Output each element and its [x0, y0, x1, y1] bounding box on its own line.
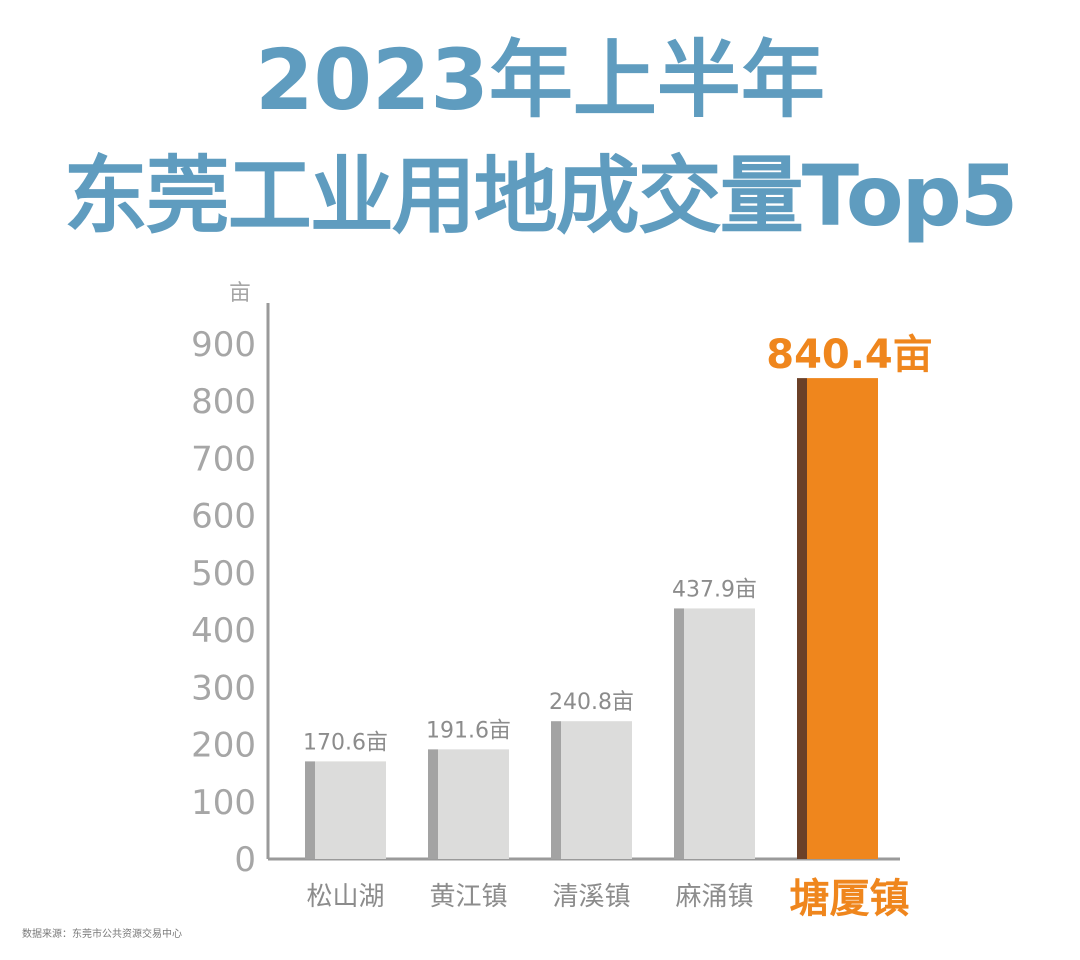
data-source-note: 数据来源：东莞市公共资源交易中心 [22, 929, 182, 940]
bar-value-label: 840.4亩 [766, 332, 933, 378]
bar-value-label: 170.6亩 [303, 730, 388, 755]
bar-edge [551, 721, 561, 859]
bar [807, 378, 878, 859]
bar-value-label: 240.8亩 [549, 690, 634, 715]
y-tick-label: 300 [191, 668, 256, 708]
bar [561, 721, 632, 859]
bar-value-label: 437.9亩 [672, 577, 757, 602]
y-tick-label: 800 [191, 382, 256, 422]
y-tick-label: 700 [191, 439, 256, 479]
bar [315, 761, 386, 859]
chart-title-line1: 2023年上半年 [255, 31, 825, 129]
y-axis-unit-label: 亩 [229, 281, 251, 306]
bar-value-label: 191.6亩 [426, 718, 511, 743]
y-tick-label: 600 [191, 497, 256, 537]
x-category-label: 麻涌镇 [675, 882, 753, 912]
y-tick-label: 500 [191, 554, 256, 594]
bar-edge [797, 378, 807, 859]
y-tick-label: 100 [191, 783, 256, 823]
bar-edge [305, 761, 315, 859]
y-tick-label: 0 [234, 840, 256, 880]
bar [684, 608, 755, 859]
x-category-label: 松山湖 [306, 882, 384, 912]
y-tick-label: 900 [191, 325, 256, 365]
x-category-label: 清溪镇 [552, 882, 630, 912]
bar-edge [674, 608, 684, 859]
bar [438, 749, 509, 859]
bar-edge [428, 749, 438, 859]
chart-title-line2: 东莞工业用地成交量Top5 [63, 147, 1018, 245]
y-tick-label: 200 [191, 726, 256, 766]
x-category-label: 黄江镇 [429, 882, 507, 912]
y-tick-label: 400 [191, 611, 256, 651]
x-category-label: 塘厦镇 [790, 876, 910, 922]
